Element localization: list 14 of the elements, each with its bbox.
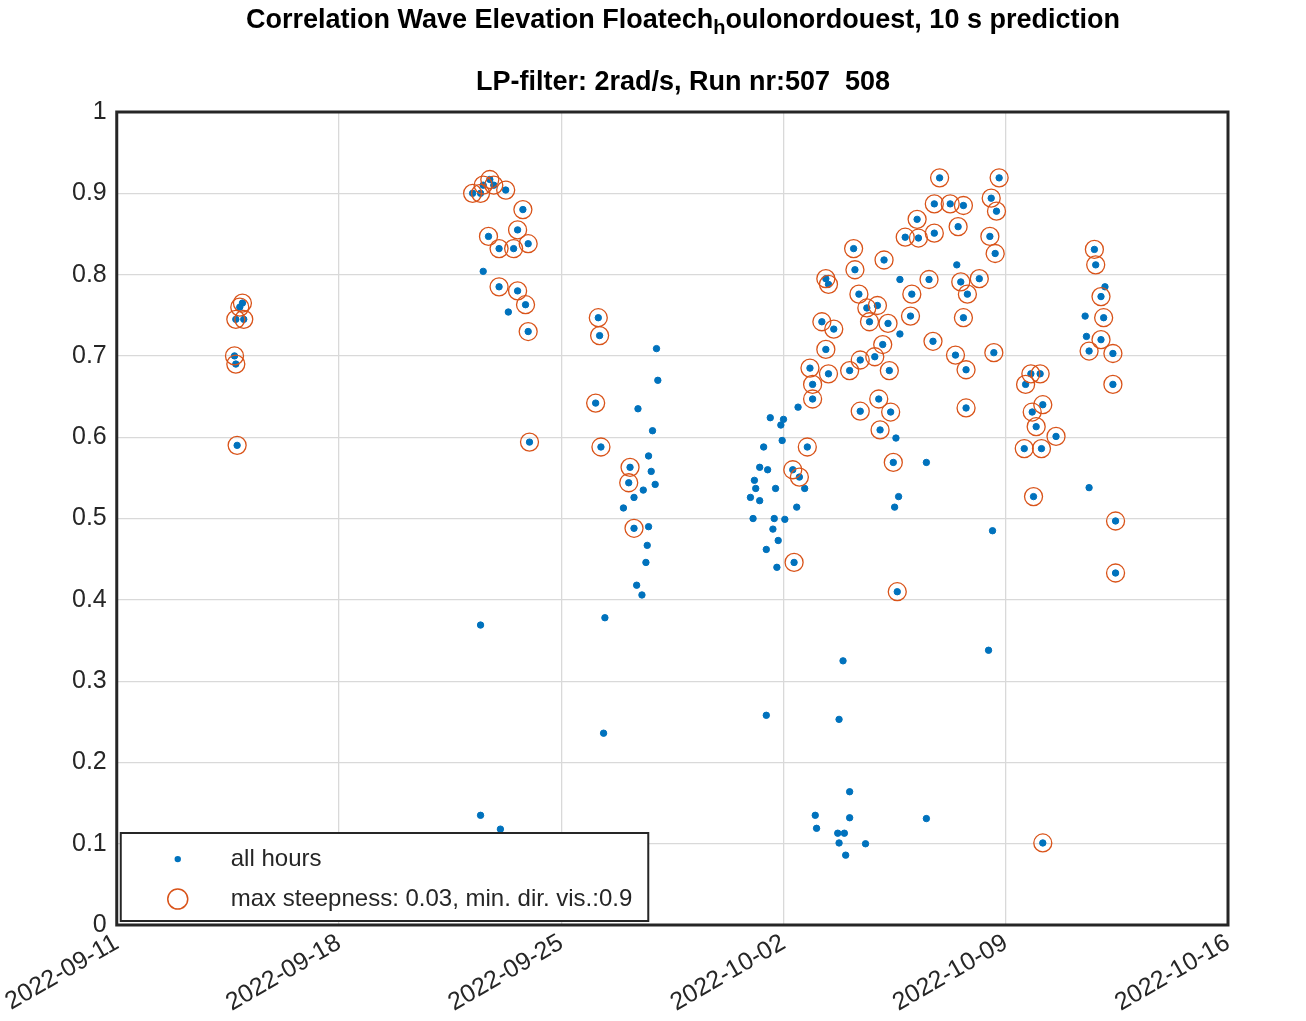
y-tick-label: 0.3 (71, 665, 107, 694)
y-tick-label: 0.2 (71, 746, 107, 775)
y-tick-label: 0.6 (71, 421, 107, 450)
y-tick-label: 0.1 (71, 827, 107, 856)
y-tick-label: 0.7 (71, 339, 107, 368)
y-tick-label: 0.8 (71, 258, 107, 287)
legend-label: all hours (230, 843, 322, 871)
chart-title: Correlation Wave Elevation Floatech$_{h}$oulonordouest, 10 s prediction (245, 4, 1121, 40)
y-tick-label: 0.4 (71, 583, 107, 612)
y-tick-label: 0.5 (71, 502, 107, 531)
y-tick-label: 1 (92, 95, 107, 124)
y-tick-label: 0.9 (71, 177, 107, 206)
chart-subtitle: LP-filter: 2rad/s, Run nr:507 508 (474, 66, 892, 97)
legend-label: max steepness: 0.03, min. dir. vis.:0.9 (230, 883, 633, 911)
